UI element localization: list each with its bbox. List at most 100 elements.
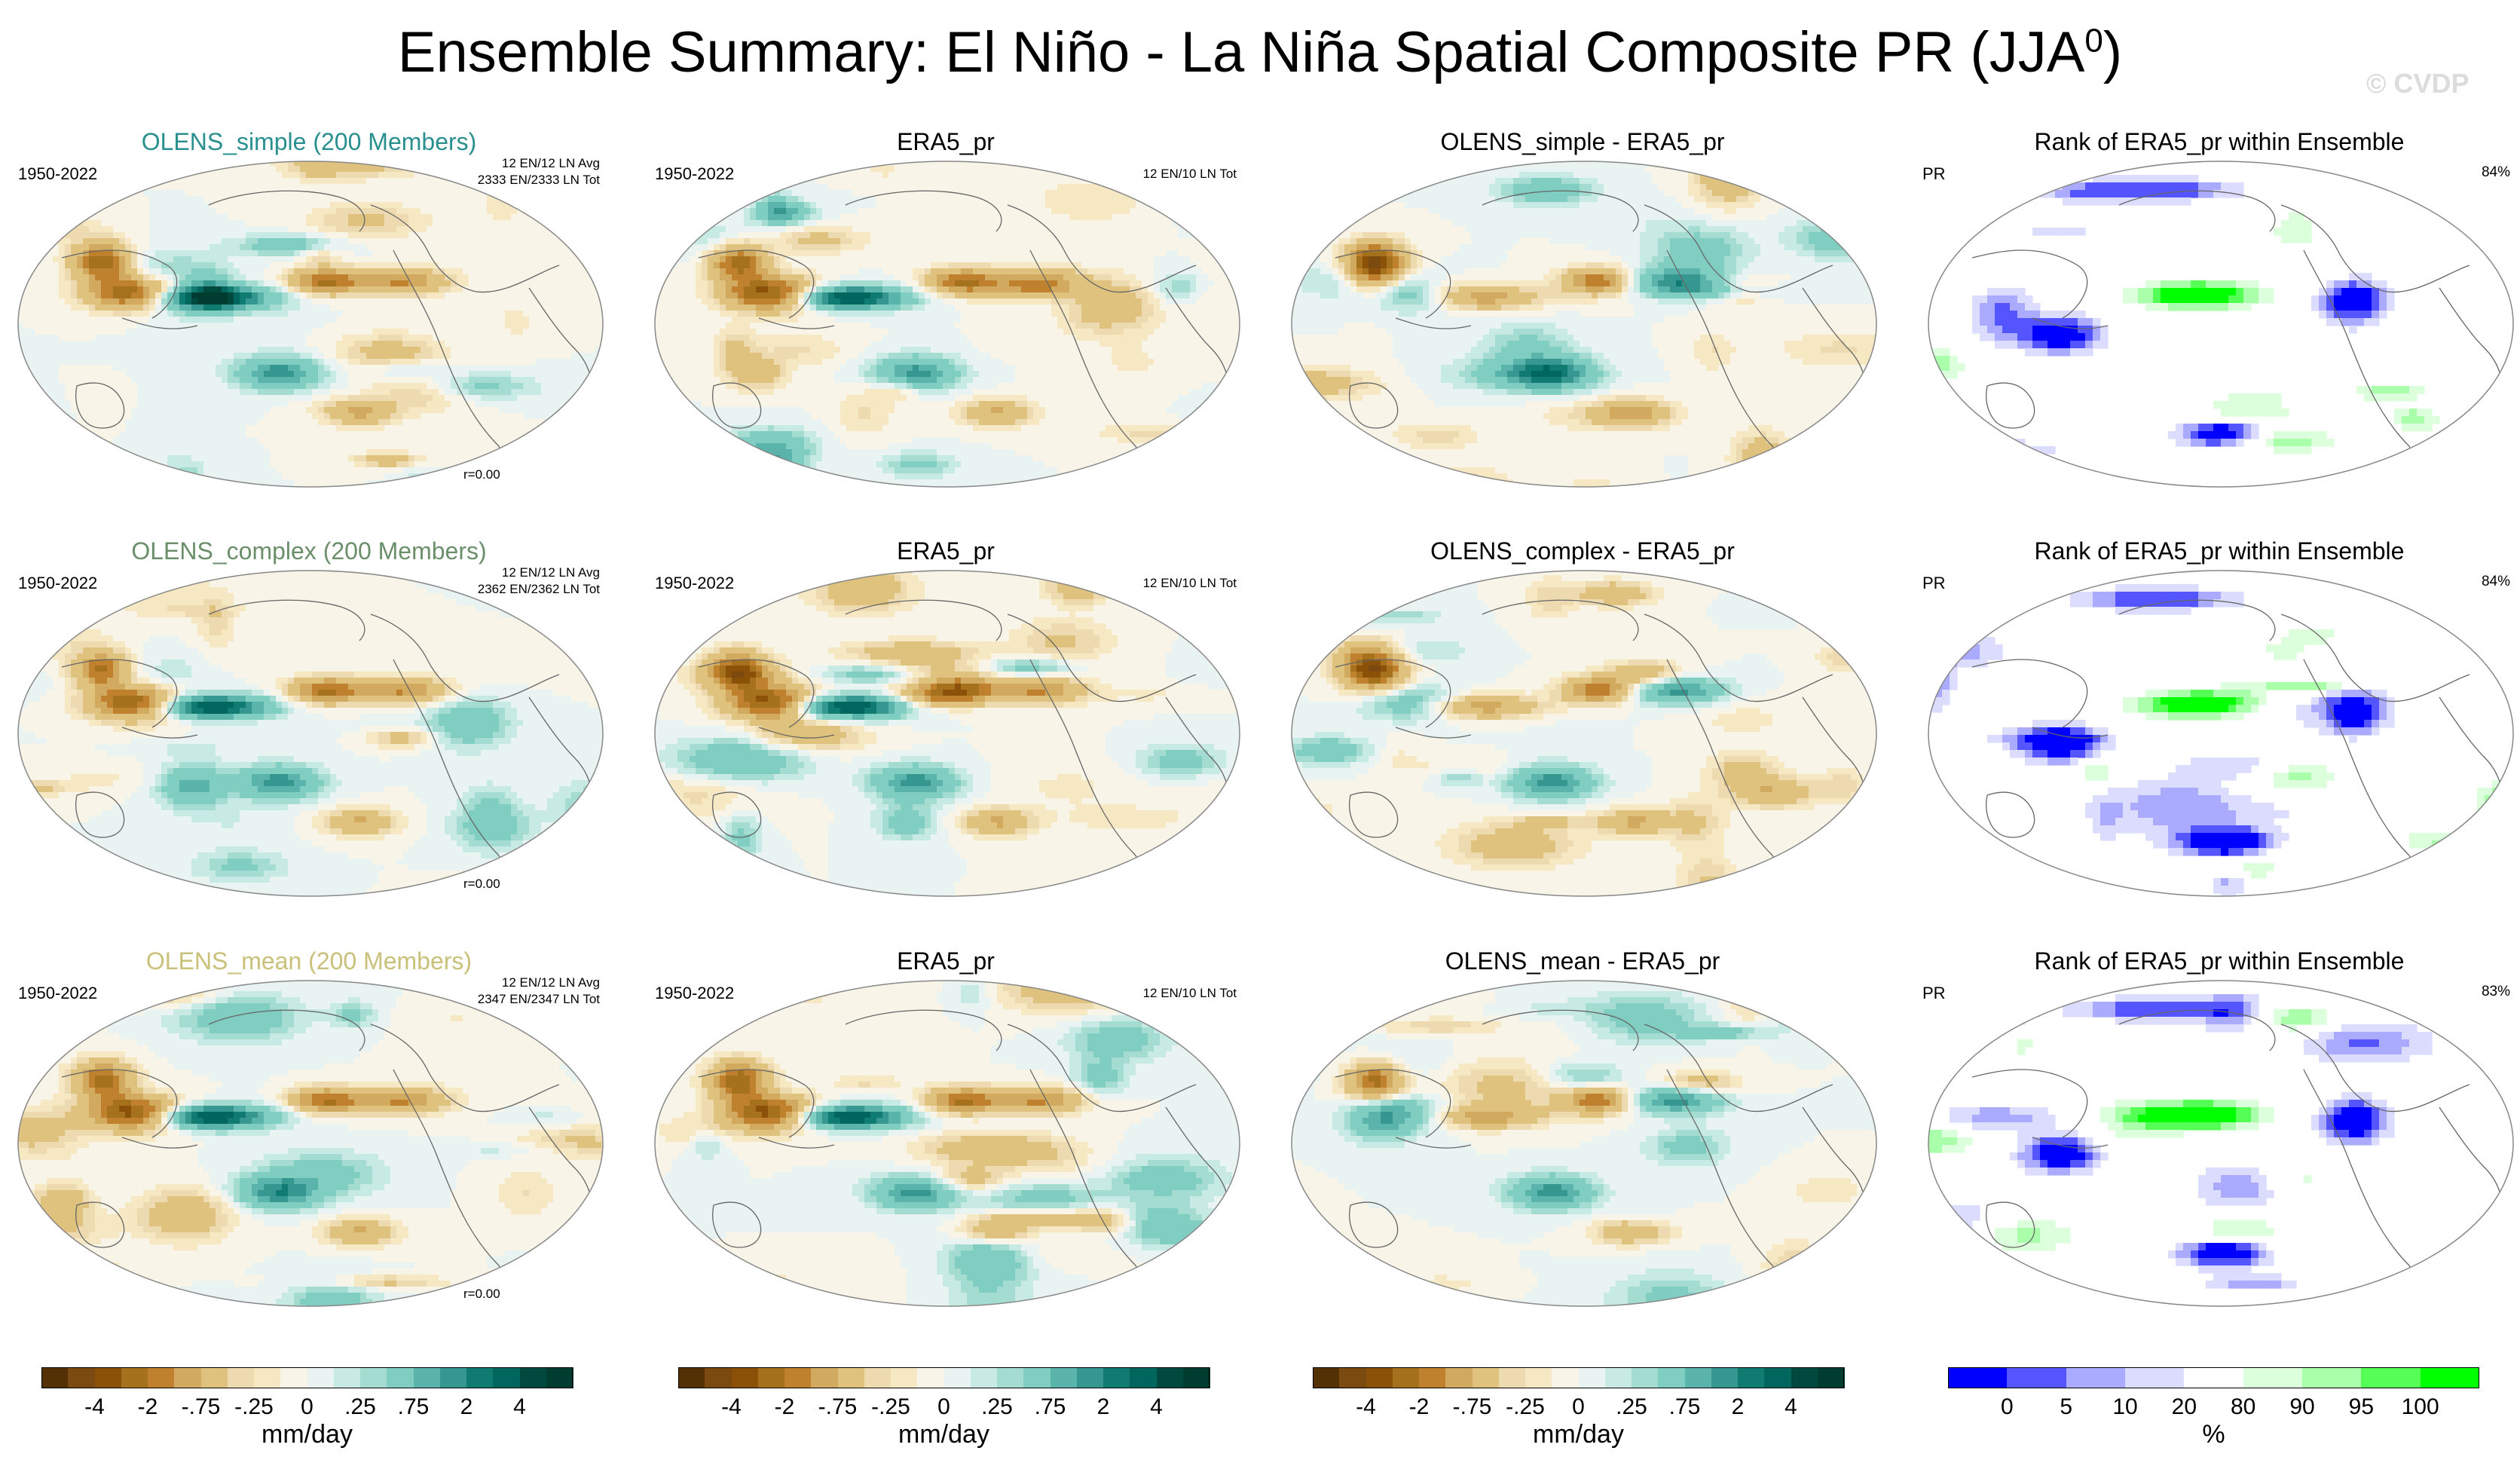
map-rank-row3-coastline — [2032, 1137, 2109, 1149]
map-obs-row1-coastline — [698, 249, 815, 319]
panel-years: 1950-2022 — [18, 574, 97, 593]
map-rank-row1-coastline — [1986, 382, 2035, 429]
map-diff-row1-coastline — [1349, 382, 1399, 429]
colorbar-swatch — [2302, 1367, 2362, 1388]
colorbar-tick-label: -4 — [1356, 1394, 1376, 1420]
colorbar-swatch — [94, 1367, 122, 1388]
colorbar-tick-label: 4 — [1784, 1394, 1797, 1420]
colorbar-swatch — [917, 1367, 944, 1388]
panel-total-count: 2333 EN/2333 LN Tot — [478, 172, 600, 188]
colorbar-tick-label: -.75 — [1453, 1394, 1492, 1420]
colorbar-tick-label: 2 — [460, 1394, 473, 1420]
panel-diff-row2: OLENS_complex - ERA5_pr — [1281, 537, 1884, 929]
colorbar-tick-label: 0 — [937, 1394, 950, 1420]
pattern-correlation: r=0.00 — [463, 467, 500, 482]
map-rank-row2-coastline — [1986, 791, 2035, 838]
colorbar-swatch — [1525, 1367, 1552, 1388]
colorbar-swatch — [811, 1367, 838, 1388]
colorbar-tick-label: 0 — [1572, 1394, 1585, 1420]
panel-diff-row1: OLENS_simple - ERA5_pr — [1281, 128, 1884, 520]
colorbar-swatch — [333, 1367, 361, 1388]
colorbar-swatch — [1445, 1367, 1473, 1388]
colorbar-swatch — [837, 1367, 865, 1388]
colorbar-swatch — [41, 1367, 69, 1388]
map-obs-row2-field — [655, 571, 1240, 896]
map-diff-row1-coastline — [1335, 249, 1451, 319]
panel-total-count: 2362 EN/2362 LN Tot — [478, 581, 600, 598]
map-obs-row3-coastline — [698, 1069, 815, 1138]
map-obs-row3-field — [655, 981, 1240, 1306]
colorbar-swatch — [439, 1367, 467, 1388]
map-ens-row3 — [17, 980, 604, 1307]
panel-event-counts: 12 EN/10 LN Tot — [1143, 985, 1237, 1002]
colorbar-swatch — [1711, 1367, 1739, 1388]
colorbar-tick-label: 100 — [2402, 1394, 2439, 1420]
colorbar-tick-label: 0 — [301, 1394, 313, 1420]
colorbar-tick-label: 4 — [513, 1394, 526, 1420]
colorbar-tick-label: 10 — [2112, 1394, 2137, 1420]
colorbar-swatch — [943, 1367, 971, 1388]
panel-years: 1950-2022 — [655, 984, 734, 1003]
pattern-correlation: r=0.00 — [463, 877, 500, 892]
map-diff-row2-coastline — [1395, 727, 1472, 739]
colorbar-swatch — [1791, 1367, 1818, 1388]
colorbar-swatch — [2243, 1367, 2303, 1388]
map-ens-row1-coastline — [75, 382, 125, 429]
pattern-correlation: r=0.00 — [463, 1287, 500, 1302]
map-rank-row3-coastline — [1971, 1069, 2088, 1138]
panel-years: 1950-2022 — [18, 164, 97, 184]
map-diff-row2-coastline — [1349, 791, 1399, 838]
colorbar-tick-label: -4 — [721, 1394, 742, 1420]
map-rank-row1-coastline — [1971, 249, 2088, 319]
colorbar-tick-label: -4 — [84, 1394, 105, 1420]
panel-event-counts: 12 EN/10 LN Tot — [1143, 166, 1237, 182]
map-diff-row1 — [1291, 161, 1877, 488]
map-ens-row3-border — [17, 980, 604, 1307]
colorbar-swatch — [2361, 1367, 2421, 1388]
colorbar-outline — [1313, 1367, 1844, 1388]
colorbar-swatch — [174, 1367, 201, 1388]
map-ens-row3-coastline — [61, 1069, 178, 1138]
panel-title: Rank of ERA5_pr within Ensemble — [1918, 947, 2520, 975]
colorbar-swatch — [1392, 1367, 1420, 1388]
map-obs-row2-coastline — [712, 791, 762, 838]
panel-ens-row3: OLENS_mean (200 Members) 1950-2022 12 EN/1… — [8, 947, 610, 1339]
map-obs-row3-coastline — [1007, 1024, 1197, 1112]
map-obs-row1-border — [654, 161, 1240, 488]
colorbar-swatch — [1658, 1367, 1685, 1388]
colorbar-units: mm/day — [1533, 1420, 1624, 1449]
colorbar-outline — [678, 1367, 1210, 1388]
map-rank-row1-coastline — [2118, 190, 2276, 232]
panel-avg-count: 12 EN/12 LN Avg — [478, 975, 600, 991]
map-obs-row2 — [654, 570, 1240, 897]
colorbar-tick-label: -.25 — [234, 1394, 274, 1420]
colorbar-tick-label: 90 — [2289, 1394, 2314, 1420]
colorbar-swatch — [413, 1367, 441, 1388]
map-diff-row2-coastline — [1482, 599, 1639, 641]
colorbar-tick-label: 0 — [2001, 1394, 2014, 1420]
map-obs-row3 — [654, 980, 1240, 1307]
colorbar-outline — [1948, 1367, 2479, 1388]
panel-rank-row1: Rank of ERA5_pr within Ensemble PR 84% — [1918, 128, 2520, 520]
map-diff-row3-field — [1292, 981, 1876, 1306]
map-obs-row3-coastline — [845, 1009, 1002, 1051]
colorbar-swatch — [254, 1367, 281, 1388]
panel-variable: PR — [1922, 574, 1946, 593]
colorbar-tick-label: 5 — [2060, 1394, 2072, 1420]
map-obs-row1-coastline — [1007, 204, 1197, 293]
panel-title: Rank of ERA5_pr within Ensemble — [1918, 128, 2520, 156]
map-rank-row1-border — [1928, 161, 2514, 488]
colorbar-swatch — [1472, 1367, 1500, 1388]
map-rank-row1-field — [1928, 161, 2513, 487]
map-diff-row2-coastline — [1644, 614, 1833, 702]
colorbar-swatch — [466, 1367, 494, 1388]
colorbar-swatch — [68, 1367, 95, 1388]
map-diff-row3-coastline — [1482, 1009, 1639, 1051]
panel-title: Rank of ERA5_pr within Ensemble — [1918, 537, 2520, 565]
colorbar-tick-label: -.75 — [818, 1394, 858, 1420]
map-diff-row2-coastline — [1335, 659, 1451, 728]
map-diff-row3-coastline — [1395, 1137, 1472, 1149]
panel-event-counts: 12 EN/12 LN Avg 2333 EN/2333 LN Tot — [478, 155, 600, 188]
colorbar-swatch — [546, 1367, 573, 1388]
panel-avg-count: 12 EN/12 LN Avg — [478, 155, 600, 172]
